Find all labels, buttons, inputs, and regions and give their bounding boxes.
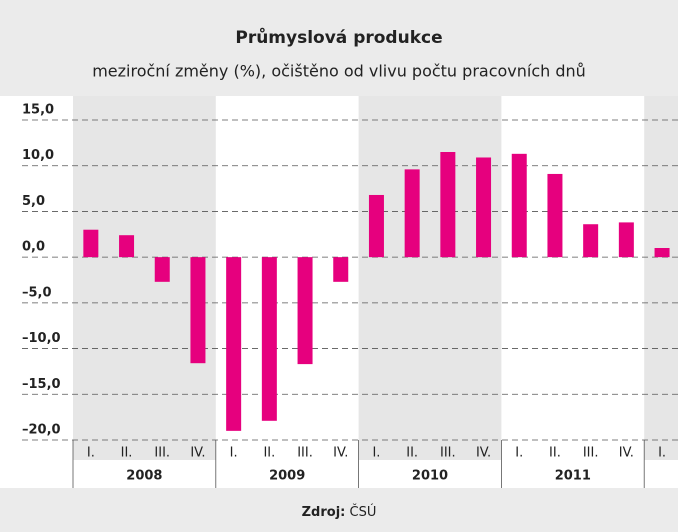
x-tick-label: IV.: [619, 446, 634, 461]
bar: [83, 229, 99, 258]
bar: [333, 257, 349, 282]
y-tick-label: 15,0: [22, 103, 54, 118]
year-label: 2011: [555, 469, 591, 484]
y-tick-label: –5,0: [22, 285, 52, 300]
y-tick-label: 0,0: [22, 240, 45, 255]
year-label: 2008: [126, 469, 162, 484]
x-tick-label: II.: [406, 446, 418, 461]
bar: [154, 257, 170, 282]
bar: [226, 257, 242, 431]
header-band: [0, 0, 678, 96]
x-tick-label: III.: [297, 446, 313, 461]
y-tick-label: –15,0: [22, 377, 61, 392]
bar: [404, 169, 420, 258]
year-shade: [644, 96, 678, 460]
year-label: 2010: [412, 469, 448, 484]
source: Zdroj: ČSÚ: [302, 504, 377, 520]
bar: [618, 222, 634, 258]
bar: [511, 153, 527, 258]
bar: [261, 257, 277, 421]
x-tick-label: II.: [263, 446, 275, 461]
x-tick-label: III.: [440, 446, 456, 461]
source-value: ČSÚ: [350, 504, 377, 520]
bar: [654, 248, 670, 258]
x-tick-label: III.: [583, 446, 599, 461]
x-tick-label: I.: [515, 446, 523, 461]
footer-band: [0, 488, 678, 532]
y-tick-label: 5,0: [22, 194, 45, 209]
chart-subtitle: meziroční změny (%), očištěno od vlivu p…: [92, 62, 586, 81]
year-label: 2009: [269, 469, 305, 484]
source-label: Zdroj:: [302, 505, 346, 520]
x-tick-label: I.: [87, 446, 95, 461]
x-tick-label: I.: [230, 446, 238, 461]
x-tick-label: I.: [658, 446, 666, 461]
bar: [583, 224, 599, 258]
y-tick-label: –10,0: [22, 331, 61, 346]
x-tick-label: II.: [121, 446, 133, 461]
x-tick-label: I.: [372, 446, 380, 461]
y-tick-label: –20,0: [22, 423, 61, 438]
bar: [476, 157, 492, 258]
y-tick-label: 10,0: [22, 148, 54, 163]
bar: [119, 235, 135, 258]
bar: [547, 173, 563, 258]
x-tick-label: IV.: [476, 446, 491, 461]
bar: [297, 257, 313, 365]
year-shade: [358, 96, 502, 460]
x-tick-label: II.: [549, 446, 561, 461]
chart-title: Průmyslová produkce: [235, 26, 442, 48]
x-tick-label: IV.: [333, 446, 348, 461]
bar: [368, 194, 384, 258]
x-tick-label: IV.: [190, 446, 205, 461]
bar: [190, 257, 206, 364]
x-tick-label: III.: [154, 446, 170, 461]
bar: [440, 152, 456, 258]
